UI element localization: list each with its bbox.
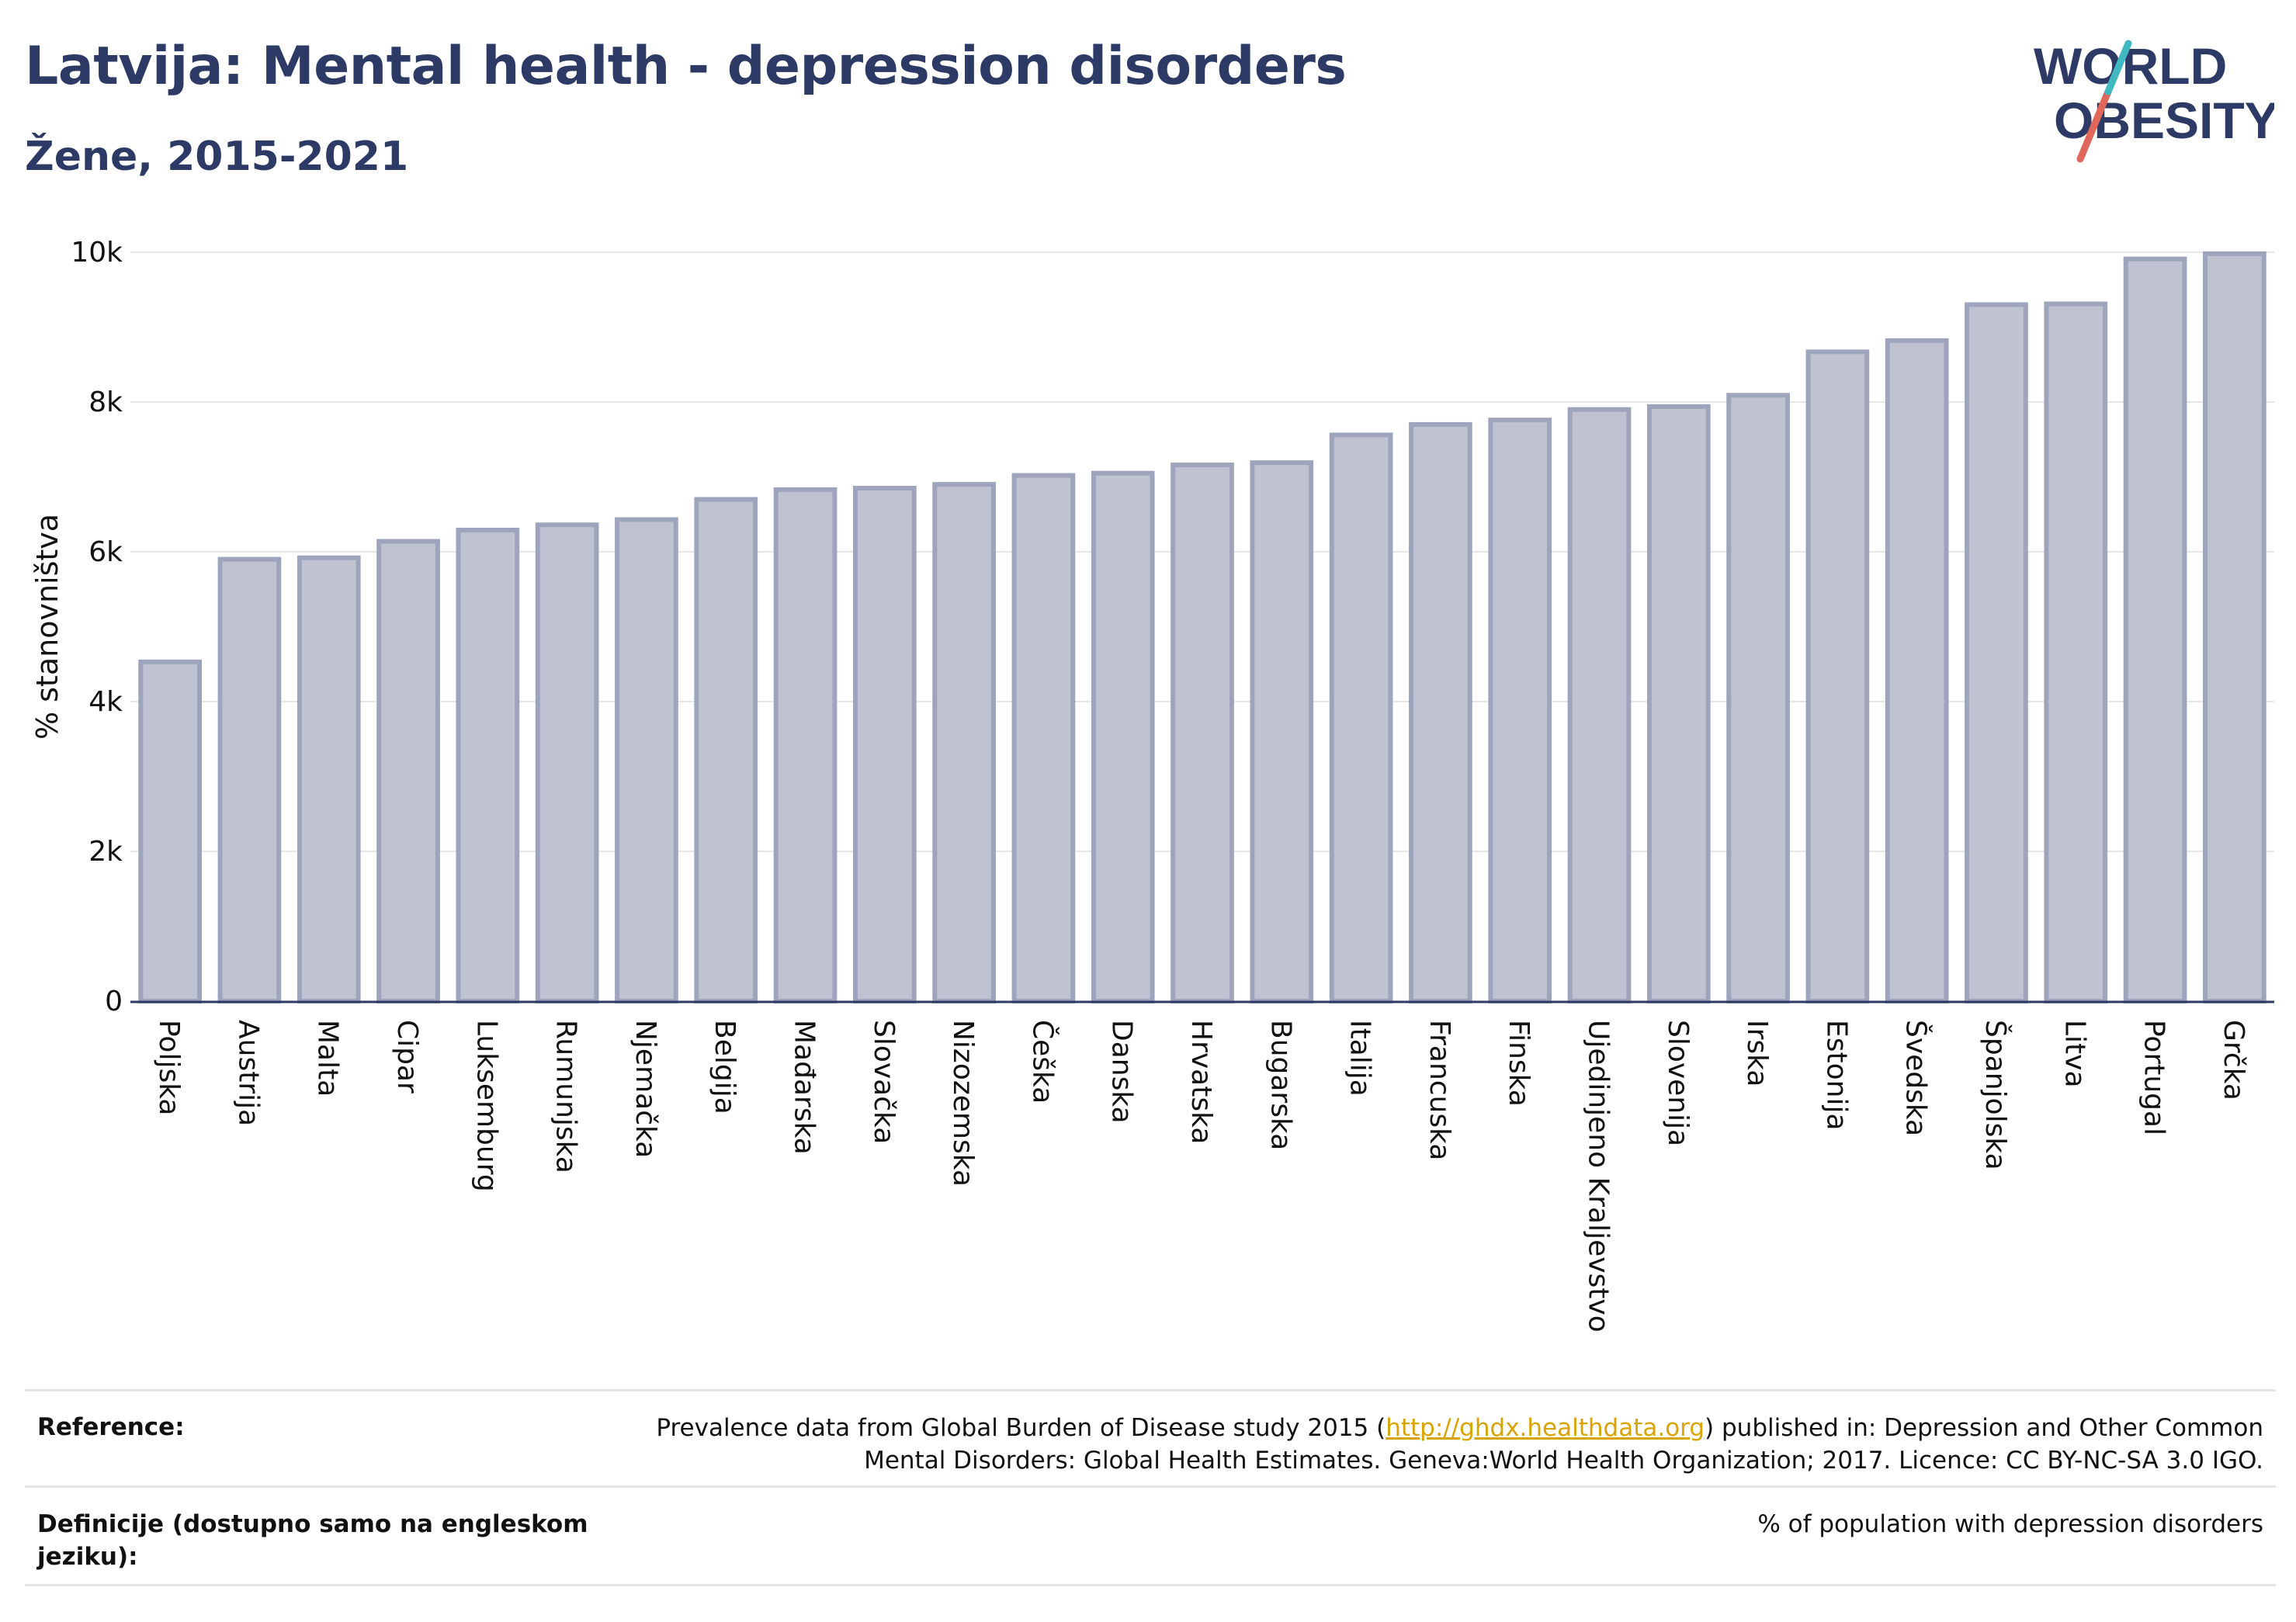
x-axis-labels: Poljska Austrija Malta Cipar Luksemburg Rumun… — [153, 1020, 2249, 1333]
y-tick-label: 10k — [71, 237, 123, 269]
x-tick-label: Irska — [1741, 1020, 1773, 1087]
y-tick-label: 8k — [88, 386, 123, 418]
x-tick-label: Ujedinjeno Kraljevstvo — [1582, 1020, 1614, 1333]
bar-bugarska — [1250, 460, 1314, 1003]
y-tick-label: 0 — [105, 986, 123, 1017]
y-axis-ticks: 0 2k 4k 6k 8k 10k — [71, 237, 123, 1017]
x-tick-label: Hrvatska — [1185, 1020, 1217, 1144]
x-tick-label: Litva — [2058, 1020, 2090, 1088]
x-tick-label: Cipar — [391, 1020, 423, 1093]
bar-austrija — [217, 556, 282, 1003]
x-tick-label: Nizozemska — [947, 1020, 979, 1187]
bar-italija — [1329, 432, 1393, 1003]
reference-text: Prevalence data from Global Burden of Di… — [656, 1412, 2263, 1477]
bar-cipar — [376, 539, 440, 1003]
x-tick-label: Poljska — [153, 1020, 185, 1116]
definition-label: Definicije (dostupno samo na engleskom j… — [37, 1510, 588, 1571]
bar-švedska — [1885, 338, 1949, 1003]
definition-text: % of population with depression disorder… — [1757, 1510, 2263, 1538]
bar-litva — [2044, 301, 2108, 1003]
x-tick-label: Danska — [1106, 1020, 1138, 1124]
reference-text-1: Prevalence data from Global Burden of Di… — [656, 1414, 1386, 1442]
x-tick-label: Austrija — [232, 1020, 264, 1126]
reference-text-3: Mental Disorders: Global Health Estimate… — [864, 1447, 2263, 1475]
bar-nizozemska — [932, 482, 996, 1003]
reference-row: Reference: Prevalence data from Global B… — [25, 1389, 2276, 1488]
x-tick-label: Slovačka — [868, 1020, 900, 1144]
bars — [138, 251, 2267, 1004]
bar-rumunjska — [535, 522, 599, 1003]
bar-slovenija — [1646, 404, 1711, 1003]
bar-luksemburg — [456, 528, 520, 1003]
bar-češka — [1011, 473, 1076, 1003]
x-tick-label: Mađarska — [789, 1020, 820, 1155]
world-obesity-logo: WORLD OBESITY — [2034, 37, 2274, 163]
x-tick-label: Švedska — [1900, 1020, 1933, 1136]
x-tick-label: Portugal — [2138, 1020, 2170, 1135]
bar-estonija — [1805, 349, 1870, 1004]
y-axis-label: % stanovništva — [30, 514, 64, 740]
bar-finska — [1488, 418, 1552, 1003]
x-tick-label: Malta — [312, 1020, 344, 1097]
x-tick-label: Luksemburg — [470, 1020, 502, 1192]
x-tick-label: Grčka — [2218, 1020, 2249, 1100]
x-tick-label: Njemačka — [629, 1020, 661, 1158]
bar-njemačka — [615, 517, 678, 1003]
bar-ujedinjeno-kraljevstvo — [1567, 407, 1632, 1003]
chart-title: Latvija: Mental health - depression diso… — [25, 36, 1347, 97]
y-tick-label: 4k — [88, 686, 123, 718]
x-tick-label: Španjolska — [1979, 1020, 2012, 1170]
bar-mađarska — [773, 487, 838, 1003]
bar-grčka — [2203, 251, 2267, 1003]
x-tick-label: Finska — [1503, 1020, 1535, 1107]
x-tick-label: Slovenija — [1662, 1020, 1694, 1146]
bar-danska — [1091, 470, 1155, 1003]
reference-label: Reference: — [37, 1413, 185, 1441]
y-tick-label: 2k — [88, 836, 123, 868]
bar-irska — [1726, 393, 1790, 1003]
x-tick-label: Rumunjska — [550, 1020, 582, 1173]
bar-španjolska — [1965, 302, 2028, 1003]
bar-francuska — [1409, 421, 1472, 1003]
x-tick-label: Češka — [1026, 1020, 1059, 1104]
bar-hrvatska — [1171, 463, 1234, 1003]
reference-link[interactable]: http://ghdx.healthdata.org — [1386, 1414, 1705, 1442]
reference-text-2: ) published in: Depression and Other Com… — [1705, 1414, 2263, 1442]
x-tick-label: Francuska — [1424, 1020, 1455, 1160]
x-tick-label: Belgija — [709, 1020, 740, 1114]
bar-poljska — [138, 659, 202, 1003]
bar-chart: 0 2k 4k 6k 8k 10k Poljska Austrija Malta Cipar Lu… — [30, 237, 2274, 1333]
x-tick-label: Estonija — [1820, 1020, 1852, 1131]
bar-portugal — [2123, 256, 2187, 1003]
x-tick-label: Bugarska — [1264, 1020, 1296, 1150]
chart-subtitle: Žene, 2015-2021 — [25, 133, 409, 180]
definition-row: Definicije (dostupno samo na engleskom j… — [25, 1485, 2276, 1586]
bar-belgija — [694, 497, 758, 1003]
y-tick-label: 6k — [88, 536, 123, 568]
x-tick-label: Italija — [1344, 1020, 1376, 1097]
bar-slovačka — [852, 485, 917, 1003]
bar-malta — [297, 555, 361, 1003]
